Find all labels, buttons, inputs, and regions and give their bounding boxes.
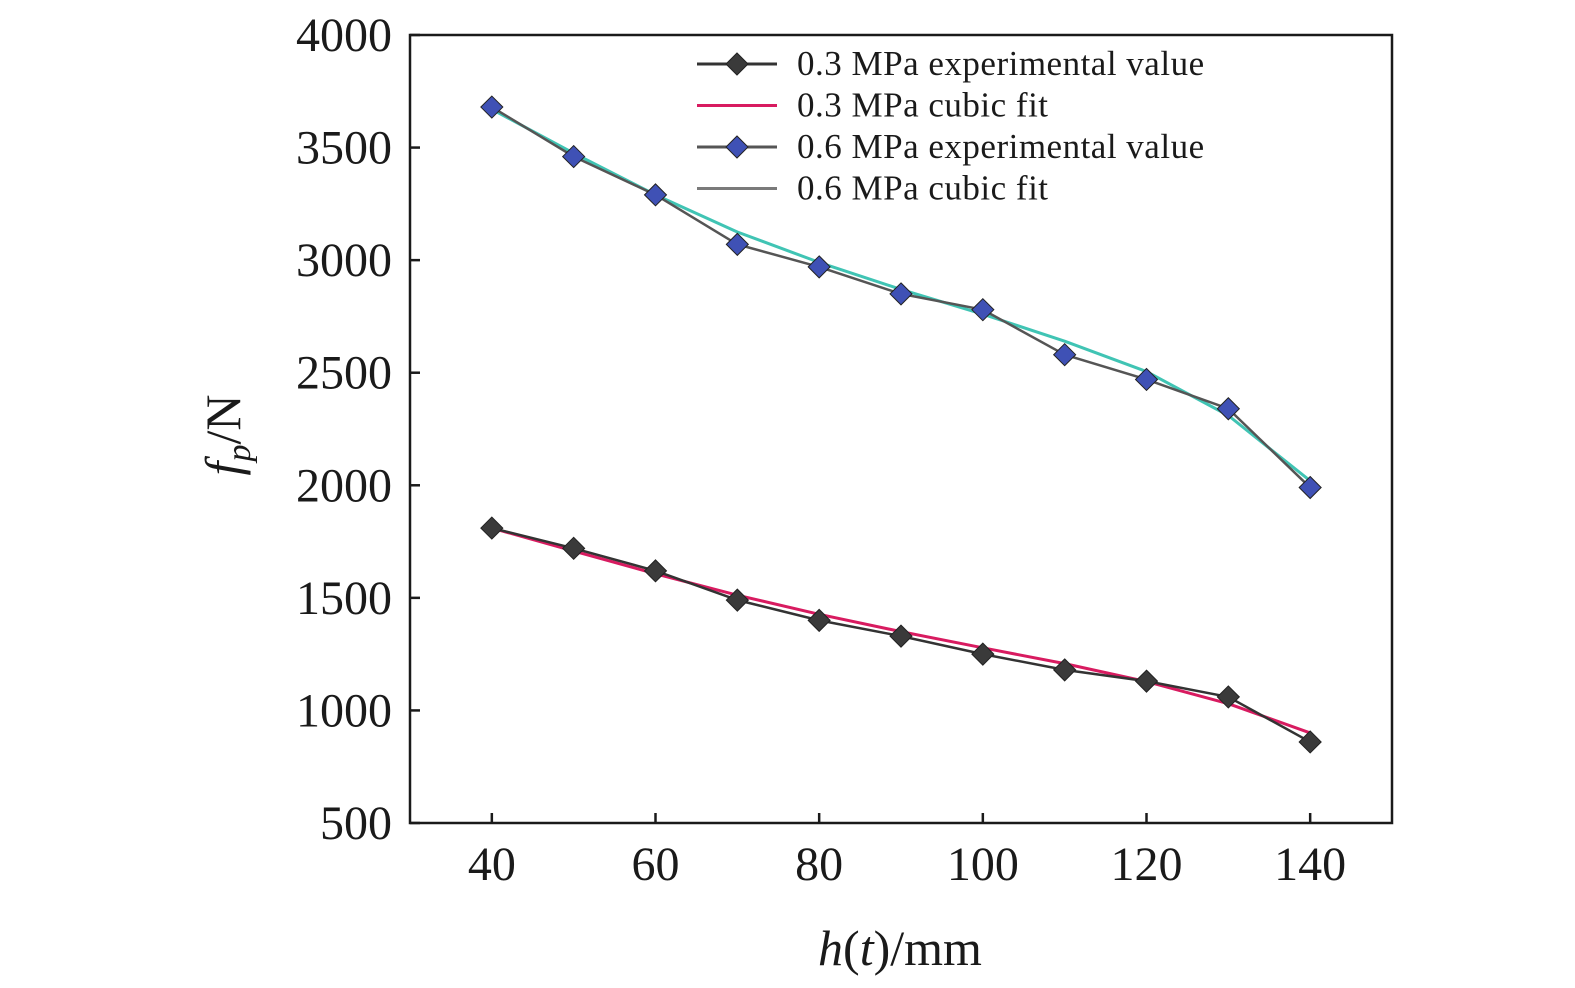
legend-label: 0.3 MPa experimental value xyxy=(797,44,1205,83)
data-point-0-6-mpa-experimental-value xyxy=(1052,342,1077,367)
x-tick-label: 140 xyxy=(1274,838,1346,891)
data-point-0-3-mpa-experimental-value xyxy=(1052,658,1077,682)
y-axis-title-unit: /N xyxy=(195,395,251,445)
x-tick-label: 60 xyxy=(632,838,680,891)
series-layer xyxy=(480,95,1322,754)
x-axis-ticks: 40 60 80 100 120 140 xyxy=(468,813,1346,891)
x-tick-label: 100 xyxy=(947,838,1019,891)
legend-swatch-marker xyxy=(725,135,749,159)
plot-frame xyxy=(408,33,1394,825)
x-tick-label: 80 xyxy=(795,838,843,891)
y-axis-title: fp/N xyxy=(195,395,258,476)
data-point-0-6-mpa-experimental-value xyxy=(1216,397,1241,421)
legend-label: 0.3 MPa cubic fit xyxy=(797,86,1049,125)
y-tick-label: 2500 xyxy=(296,347,392,400)
legend-item: 0.3 MPa experimental value xyxy=(697,44,1205,83)
data-point-0-3-mpa-experimental-value xyxy=(643,559,668,583)
data-point-0-6-mpa-experimental-value xyxy=(807,255,831,279)
data-point-0-6-mpa-experimental-value xyxy=(1298,475,1322,500)
legend-item: 0.3 MPa cubic fit xyxy=(697,86,1049,125)
data-point-0-6-mpa-experimental-value xyxy=(643,183,668,207)
y-axis-ticks: 500 1000 1500 2000 2500 3000 3500 4000 xyxy=(296,9,420,850)
data-point-0-6-mpa-experimental-value xyxy=(1134,367,1159,392)
legend-item: 0.6 MPa experimental value xyxy=(697,127,1205,166)
y-tick-label: 4000 xyxy=(296,9,392,62)
series-0-3-mpa-experimental-value xyxy=(480,516,1322,754)
legend-item: 0.6 MPa cubic fit xyxy=(697,169,1049,208)
data-point-0-6-mpa-experimental-value xyxy=(561,144,586,169)
x-axis-title-unit: /mm xyxy=(890,920,982,976)
data-point-0-3-mpa-experimental-value xyxy=(480,516,504,540)
data-point-0-6-mpa-experimental-value xyxy=(480,95,504,119)
data-point-0-3-mpa-experimental-value xyxy=(971,642,995,666)
y-tick-label: 1000 xyxy=(296,684,392,737)
data-point-0-3-mpa-experimental-value xyxy=(889,624,913,648)
data-point-0-3-mpa-experimental-value xyxy=(1216,685,1241,709)
x-axis-title-close-paren: ) xyxy=(874,920,891,976)
y-tick-label: 1500 xyxy=(296,572,392,625)
legend-swatch-marker xyxy=(725,52,749,76)
legend-label: 0.6 MPa cubic fit xyxy=(797,169,1049,208)
y-tick-label: 2000 xyxy=(296,459,392,512)
x-axis-title: h(t)/mm xyxy=(818,920,982,976)
y-axis-title-sub: p xyxy=(221,445,258,464)
data-point-0-3-mpa-experimental-value xyxy=(1298,730,1322,754)
data-point-0-6-mpa-experimental-value xyxy=(725,232,750,257)
x-axis-title-open-paren: ( xyxy=(843,920,860,976)
data-point-0-3-mpa-experimental-value xyxy=(1134,669,1159,693)
x-tick-label: 40 xyxy=(468,838,516,891)
y-tick-label: 3500 xyxy=(296,122,392,175)
y-tick-label: 500 xyxy=(320,797,392,850)
data-point-0-6-mpa-experimental-value xyxy=(971,297,995,322)
series-0-6-mpa-experimental-value xyxy=(480,95,1322,500)
x-axis-title-paren: t xyxy=(860,920,875,976)
data-point-0-3-mpa-experimental-value xyxy=(807,608,831,633)
x-axis-title-main: h xyxy=(818,920,843,976)
plot-area xyxy=(408,33,1394,825)
data-point-0-3-mpa-experimental-value xyxy=(561,536,586,561)
x-tick-label: 120 xyxy=(1111,838,1183,891)
data-point-0-3-mpa-experimental-value xyxy=(725,588,750,612)
data-point-0-6-mpa-experimental-value xyxy=(889,282,913,306)
legend-label: 0.6 MPa experimental value xyxy=(797,127,1205,166)
y-tick-label: 3000 xyxy=(296,234,392,287)
